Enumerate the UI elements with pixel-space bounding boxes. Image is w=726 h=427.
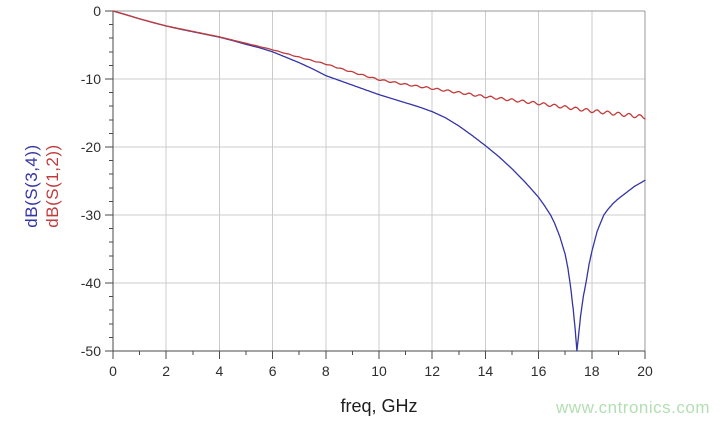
x-axis-label: freq, GHz (340, 396, 418, 416)
x-tick-label: 0 (109, 363, 117, 379)
x-tick-label: 2 (162, 363, 170, 379)
y-tick-label: -40 (81, 275, 101, 291)
y-tick-label: 0 (93, 3, 101, 19)
x-tick-label: 12 (424, 363, 440, 379)
x-tick-label: 4 (216, 363, 224, 379)
x-tick-label: 14 (478, 363, 494, 379)
y-tick-label: -10 (81, 71, 101, 87)
y-axis-label-s12: dB(S(1,2)) (43, 144, 62, 228)
watermark: www.cntronics.com (556, 398, 710, 417)
y-tick-label: -20 (81, 139, 101, 155)
x-tick-label: 8 (322, 363, 330, 379)
x-tick-label: 20 (637, 363, 653, 379)
x-tick-label: 18 (584, 363, 600, 379)
y-axis-label-s34: dB(S(3,4)) (22, 144, 41, 228)
x-tick-label: 16 (531, 363, 547, 379)
y-tick-label: -30 (81, 207, 101, 223)
x-tick-label: 6 (269, 363, 277, 379)
y-tick-label: -50 (81, 343, 101, 359)
x-tick-label: 10 (371, 363, 387, 379)
series-line-s12 (112, 10, 646, 120)
